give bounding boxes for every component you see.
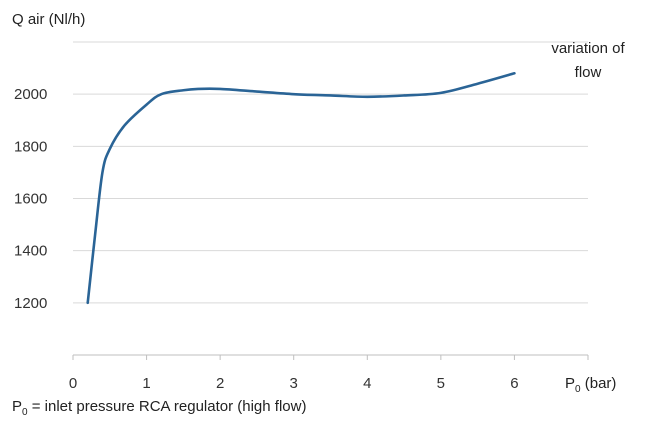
x-tick-label-0: 0 <box>69 375 77 392</box>
footnote-main: P <box>12 398 23 415</box>
gridlines <box>73 41 588 304</box>
series-line-0 <box>86 72 516 305</box>
x-tick-label-6: 6 <box>510 375 518 392</box>
footnote-sub: 0 <box>22 407 28 418</box>
footnote-rest: = inlet pressure RCA regulator (high flo… <box>27 398 307 415</box>
flow-chart: 0 1 2 3 4 5 6 1200 1400 1600 1800 2000 Q air (Nl/h… <box>12 11 626 395</box>
x-tick-label-1: 1 <box>142 375 150 392</box>
y-axis-title: Q air (Nl/h) <box>12 11 85 28</box>
y-tick-label-1200: 1200 <box>14 295 47 312</box>
y-tick-labels: 1200 1400 1600 1800 2000 <box>14 86 47 312</box>
y-tick-label-1400: 1400 <box>14 243 47 260</box>
annotation-line-1: variation of <box>551 40 625 57</box>
y-tick-label-1800: 1800 <box>14 138 47 155</box>
x-axis-title-rest: (bar) <box>581 375 617 392</box>
axes <box>72 354 589 360</box>
x-tick-label-3: 3 <box>290 375 298 392</box>
y-tick-label-1600: 1600 <box>14 191 47 208</box>
x-axis-title-main: P <box>565 375 575 392</box>
footnote: P0 = inlet pressure RCA regulator (high … <box>12 398 306 418</box>
x-tick-label-2: 2 <box>216 375 224 392</box>
x-tick-label-4: 4 <box>363 375 371 392</box>
x-axis-title: P0 (bar) <box>565 375 616 395</box>
x-tick-labels: 0 1 2 3 4 5 6 <box>69 375 519 392</box>
x-axis-title-sub: 0 <box>575 384 581 395</box>
x-tick-label-5: 5 <box>437 375 445 392</box>
series-layer <box>86 72 516 305</box>
y-tick-label-2000: 2000 <box>14 86 47 103</box>
annotation-line-2: flow <box>575 64 602 81</box>
